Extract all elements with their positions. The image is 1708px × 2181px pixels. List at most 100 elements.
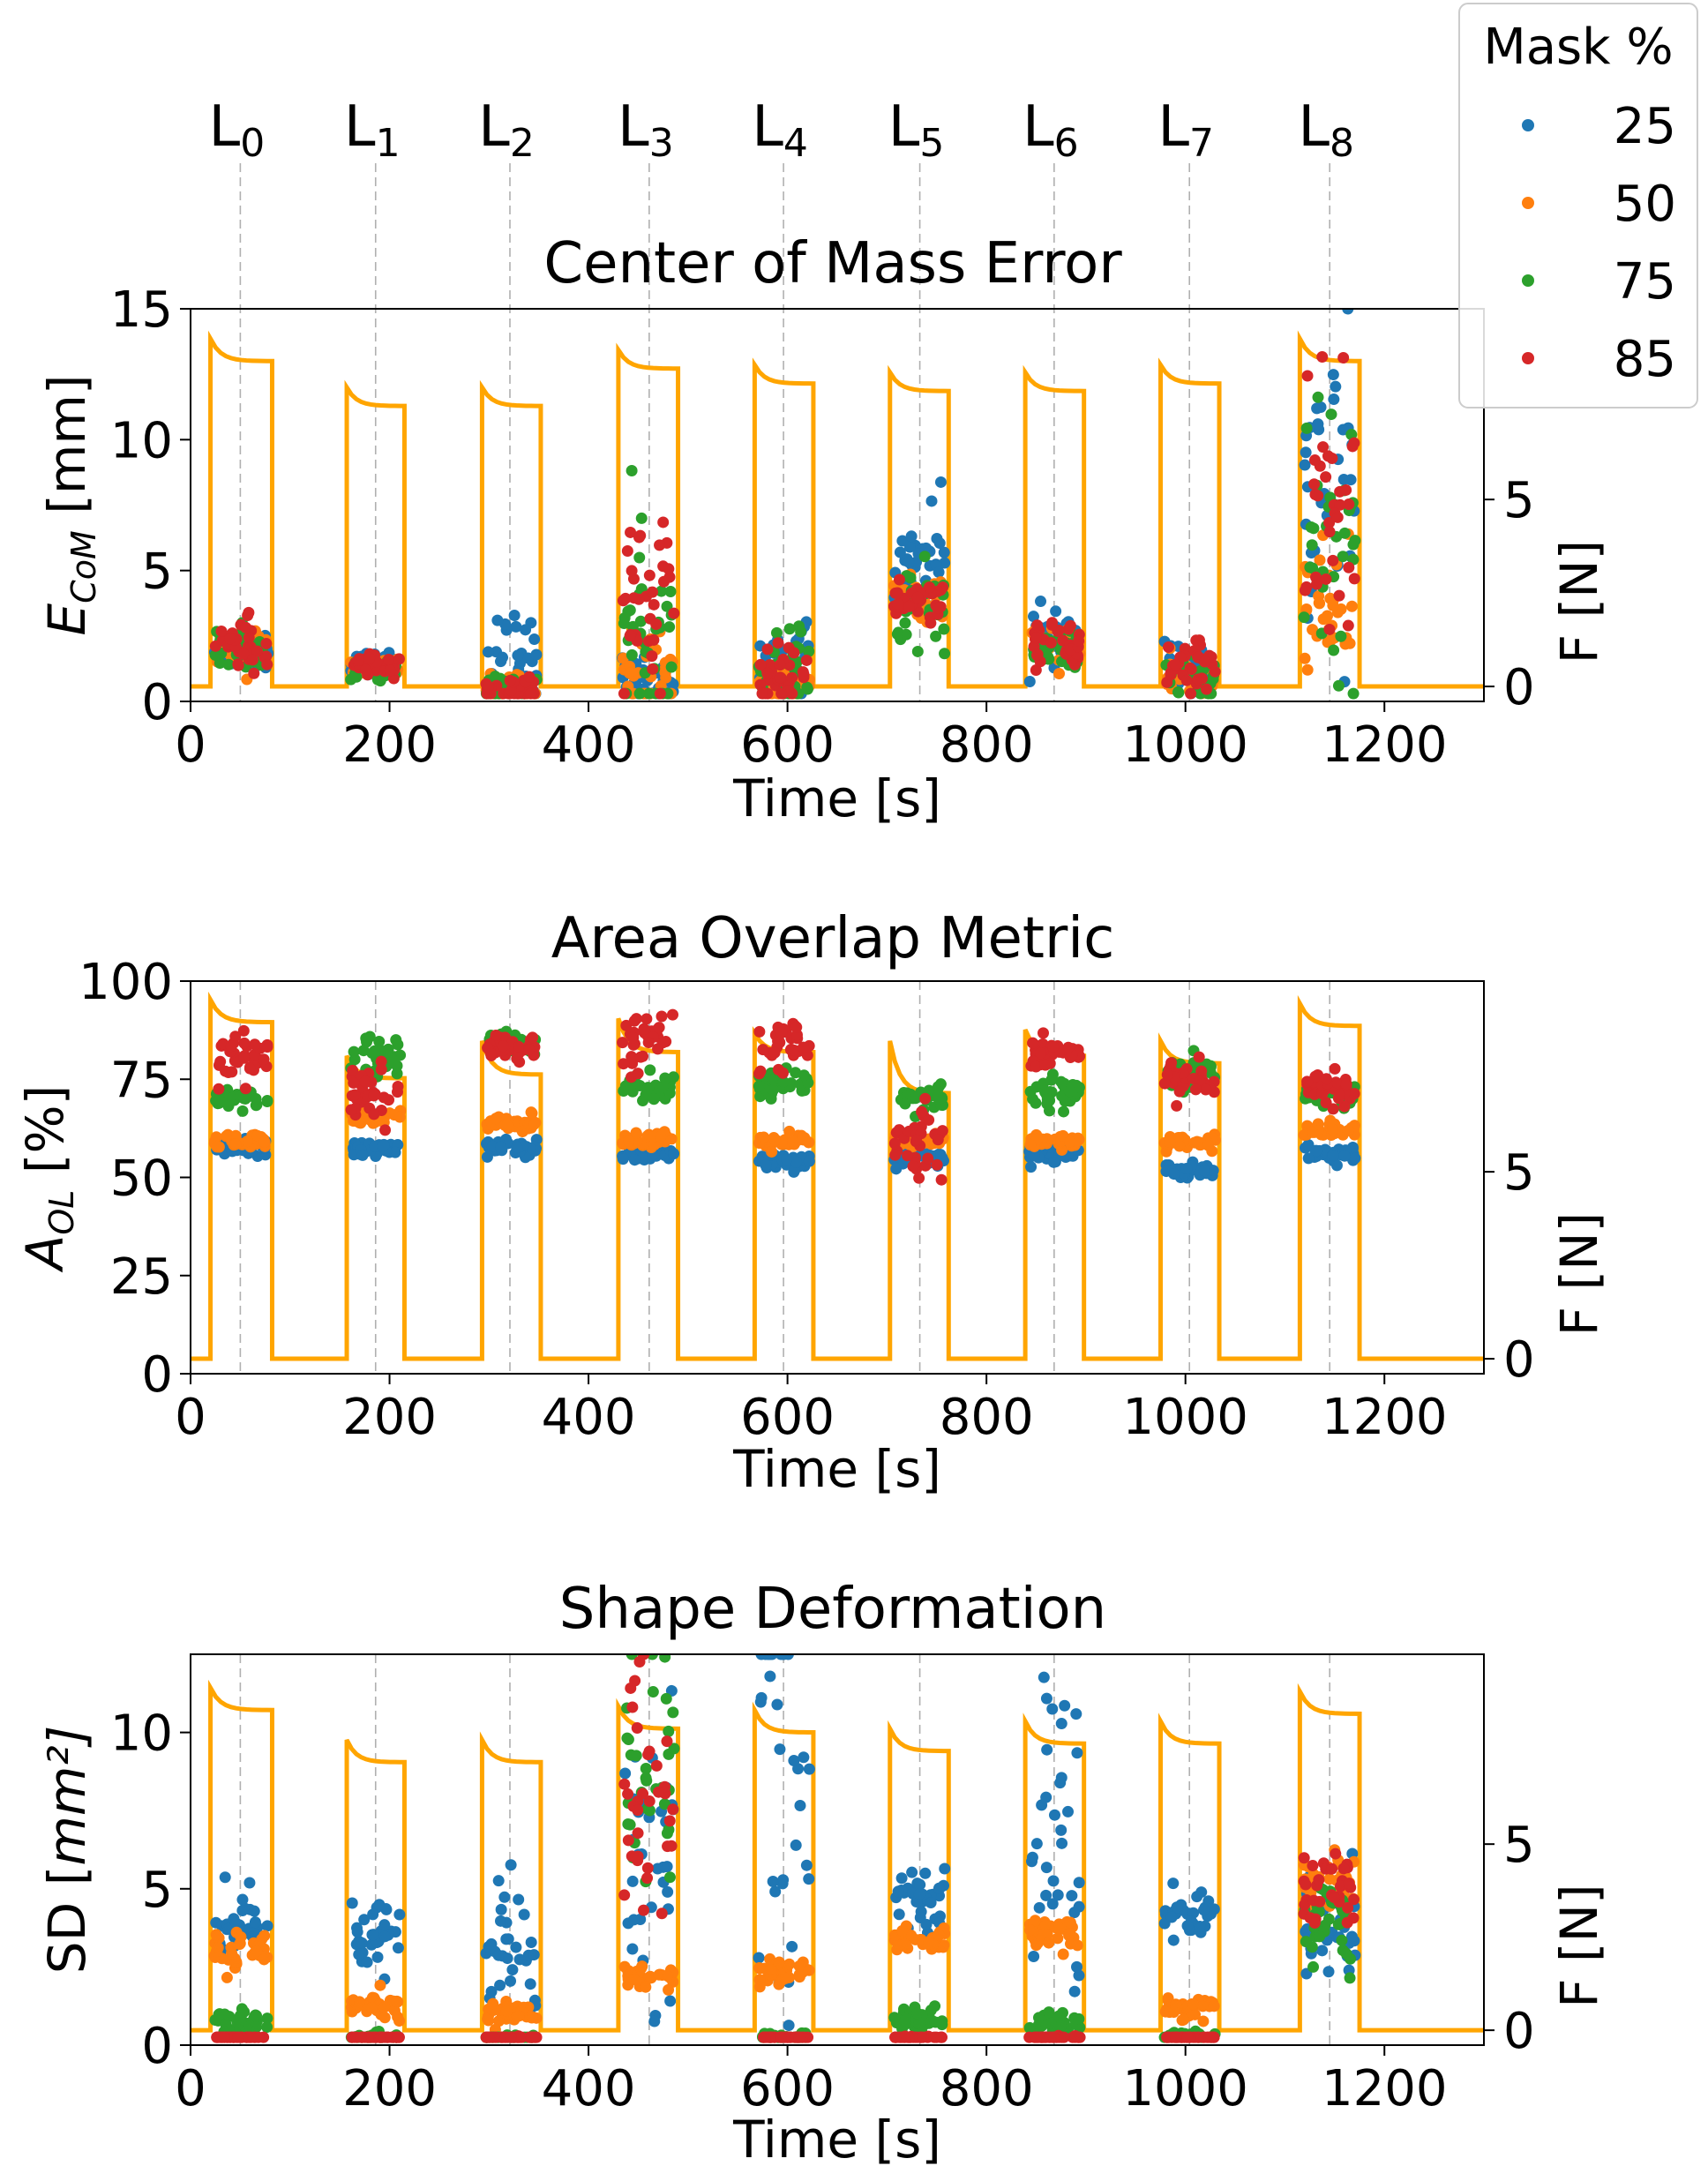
- point-mask-85: [617, 1037, 629, 1049]
- point-mask-85: [1331, 511, 1344, 523]
- point-mask-25: [777, 1874, 790, 1886]
- point-mask-50: [1064, 1928, 1076, 1940]
- point-mask-85: [1189, 1083, 1202, 1096]
- point-mask-25: [771, 1698, 783, 1711]
- point-mask-85: [1299, 584, 1311, 596]
- point-mask-25: [919, 1867, 932, 1879]
- point-mask-85: [757, 1044, 769, 1056]
- point-mask-25: [1312, 418, 1324, 431]
- point-mask-25: [764, 1670, 776, 1683]
- point-mask-75: [633, 687, 646, 700]
- point-mask-25: [495, 1915, 507, 1927]
- point-mask-85: [654, 539, 666, 551]
- point-mask-25: [939, 1862, 951, 1875]
- y-axis-label-base: A: [15, 1235, 75, 1274]
- point-mask-75: [753, 1080, 765, 1092]
- point-mask-75: [640, 1089, 652, 1101]
- y-tick-label: 5: [141, 1862, 173, 1919]
- point-mask-50: [1322, 634, 1334, 647]
- point-mask-75: [261, 2012, 273, 2025]
- point-mask-85: [655, 1907, 668, 1920]
- point-mask-25: [510, 1941, 522, 1953]
- point-mask-25: [1315, 401, 1327, 414]
- point-mask-85: [631, 1722, 643, 1735]
- point-mask-85: [648, 598, 660, 611]
- point-mask-85: [1058, 2031, 1070, 2043]
- legend-title: Mask %: [1483, 19, 1673, 76]
- point-mask-85: [1030, 2031, 1043, 2043]
- point-mask-85: [379, 1124, 392, 1136]
- point-mask-50: [779, 1972, 791, 1984]
- point-mask-25: [1068, 1985, 1081, 1997]
- point-mask-25: [1165, 1911, 1178, 1923]
- point-mask-25: [378, 1930, 391, 1943]
- point-mask-50: [210, 1929, 222, 1941]
- point-mask-50: [937, 1941, 949, 1953]
- point-mask-85: [759, 2031, 771, 2043]
- point-mask-25: [389, 1146, 401, 1158]
- point-mask-25: [890, 1163, 903, 1175]
- x-tick-label: 1200: [1322, 2060, 1448, 2117]
- point-mask-25: [783, 2020, 795, 2032]
- point-mask-85: [754, 1065, 767, 1077]
- point-mask-85: [1320, 471, 1332, 483]
- x-tick-label: 800: [940, 2060, 1034, 2117]
- point-mask-75: [640, 1762, 652, 1774]
- point-mask-25: [933, 566, 945, 579]
- point-mask-25: [243, 1877, 256, 1889]
- point-mask-75: [1045, 1074, 1058, 1086]
- point-mask-85: [513, 1040, 525, 1053]
- point-mask-75: [770, 626, 783, 639]
- point-mask-85: [1158, 1077, 1171, 1090]
- point-mask-50: [628, 1974, 640, 1986]
- point-mask-75: [1058, 1105, 1070, 1118]
- scatter-points: [208, 1654, 1361, 2043]
- point-mask-25: [249, 1916, 261, 1929]
- point-mask-85: [391, 2031, 403, 2043]
- point-mask-50: [258, 1930, 271, 1942]
- point-mask-85: [1298, 1852, 1310, 1864]
- point-mask-25: [261, 1920, 273, 1932]
- point-mask-25: [1062, 1805, 1075, 1818]
- point-mask-85: [642, 1037, 655, 1049]
- point-mask-85: [1073, 634, 1085, 647]
- point-mask-85: [638, 1904, 650, 1916]
- point-mask-25: [1338, 1150, 1351, 1162]
- point-mask-75: [1312, 391, 1324, 403]
- point-mask-25: [628, 1154, 640, 1166]
- point-mask-50: [1202, 1139, 1214, 1151]
- point-mask-25: [1330, 1159, 1343, 1172]
- point-mask-25: [754, 1696, 767, 1708]
- point-mask-75: [1332, 1918, 1345, 1930]
- point-mask-75: [261, 1094, 273, 1106]
- point-mask-85: [375, 1063, 387, 1076]
- point-mask-50: [1164, 1136, 1176, 1149]
- legend-label-85: 85: [1614, 331, 1676, 388]
- point-mask-75: [1063, 1085, 1075, 1098]
- point-mask-25: [775, 1654, 787, 1660]
- point-mask-75: [236, 1105, 249, 1117]
- x-tick-label: 600: [740, 716, 835, 774]
- point-mask-85: [1299, 1899, 1311, 1911]
- scatter-points: [208, 309, 1361, 700]
- point-mask-85: [775, 1027, 788, 1039]
- point-mask-85: [652, 1043, 664, 1055]
- point-mask-25: [934, 476, 947, 488]
- point-mask-75: [366, 1047, 378, 1060]
- x-tick-label: 1000: [1122, 1389, 1248, 1446]
- point-mask-85: [368, 1090, 380, 1102]
- point-mask-25: [790, 1839, 802, 1851]
- point-mask-85: [238, 1037, 251, 1049]
- point-mask-25: [617, 1153, 629, 1165]
- point-mask-50: [1029, 1915, 1041, 1927]
- point-mask-25: [1316, 1945, 1329, 1957]
- point-mask-50: [803, 1964, 815, 1976]
- point-mask-85: [776, 1067, 789, 1079]
- point-mask-85: [513, 2031, 526, 2043]
- point-mask-50: [1327, 599, 1339, 611]
- point-mask-25: [1035, 596, 1047, 608]
- point-mask-85: [1330, 1847, 1342, 1860]
- point-mask-85: [916, 1105, 928, 1118]
- point-mask-85: [1185, 687, 1197, 700]
- point-mask-85: [1027, 1037, 1039, 1049]
